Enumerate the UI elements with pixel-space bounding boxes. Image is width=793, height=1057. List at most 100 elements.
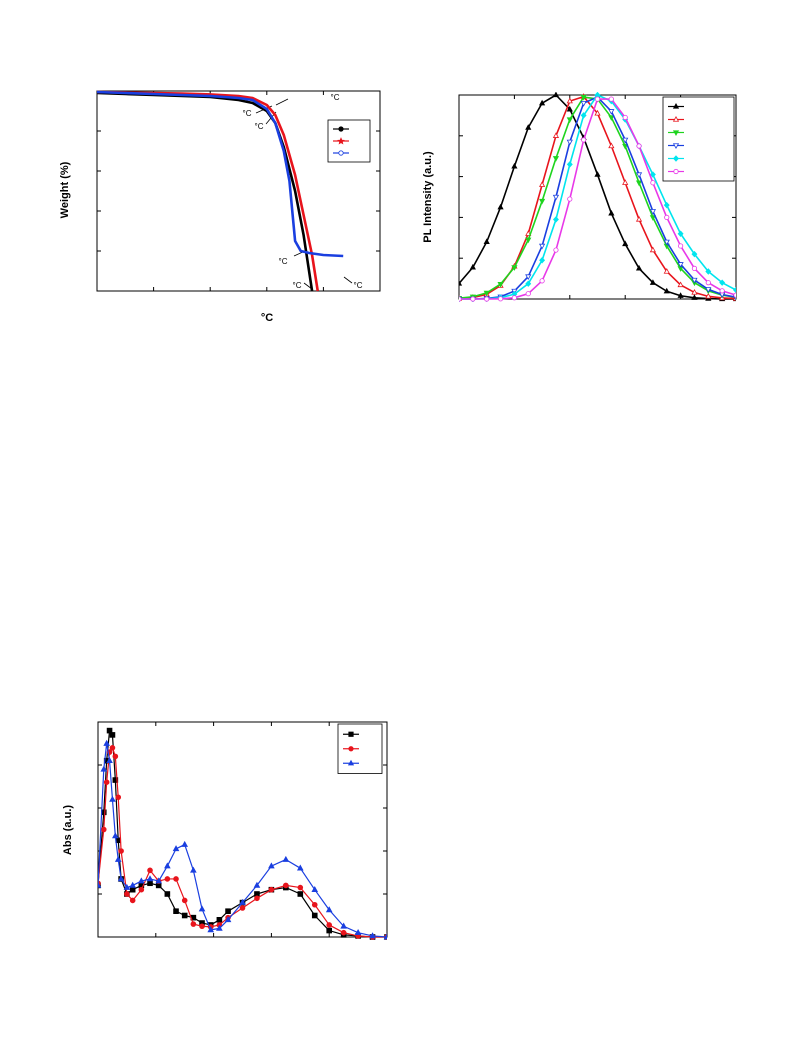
plot-area xyxy=(459,92,736,302)
y-axis-label: Abs (a.u.) xyxy=(62,805,74,855)
marker xyxy=(283,882,289,889)
marker xyxy=(340,922,347,929)
series-line xyxy=(97,90,344,258)
marker xyxy=(173,876,179,882)
marker xyxy=(109,795,116,802)
marker xyxy=(705,268,712,275)
marker xyxy=(622,179,629,185)
marker xyxy=(539,278,545,284)
marker xyxy=(705,280,711,286)
marker xyxy=(326,922,333,928)
marker xyxy=(677,230,684,237)
marker xyxy=(164,891,171,897)
marker xyxy=(297,884,304,891)
marker xyxy=(124,891,130,897)
marker xyxy=(649,209,656,215)
marker xyxy=(566,105,573,112)
marker xyxy=(691,277,698,284)
marker xyxy=(296,864,304,871)
marker xyxy=(672,143,680,149)
plot-area xyxy=(98,727,387,940)
marker xyxy=(552,92,560,98)
marker xyxy=(552,216,559,223)
marker xyxy=(691,250,698,258)
marker xyxy=(539,181,546,187)
marker xyxy=(622,114,628,121)
marker xyxy=(525,124,532,130)
marker xyxy=(622,143,629,150)
marker xyxy=(622,240,629,247)
y-axis-label: Weight (%) xyxy=(59,161,71,218)
x-axis-label: °C xyxy=(261,312,273,324)
marker xyxy=(338,126,344,132)
marker xyxy=(649,171,656,178)
marker xyxy=(673,155,679,162)
marker xyxy=(483,290,490,297)
marker xyxy=(677,262,684,268)
marker xyxy=(348,731,354,737)
series-line xyxy=(98,730,387,938)
marker xyxy=(198,905,206,912)
marker xyxy=(539,198,546,205)
marker xyxy=(566,161,573,168)
marker xyxy=(338,150,344,156)
marker xyxy=(103,779,110,785)
marker xyxy=(525,291,531,297)
marker xyxy=(539,99,546,106)
marker xyxy=(484,296,490,302)
marker xyxy=(691,265,698,271)
marker xyxy=(691,294,698,300)
marker xyxy=(663,267,670,274)
marker xyxy=(112,753,119,760)
marker xyxy=(566,139,573,146)
marker xyxy=(138,877,145,884)
marker xyxy=(649,279,656,285)
marker xyxy=(369,932,376,939)
marker xyxy=(553,247,559,253)
marker xyxy=(649,215,656,221)
marker xyxy=(719,288,725,294)
marker xyxy=(539,257,546,264)
marker xyxy=(705,292,712,299)
annotation: °C xyxy=(279,257,288,266)
marker xyxy=(663,239,670,246)
marker xyxy=(459,296,462,302)
marker xyxy=(348,746,354,752)
series-line xyxy=(98,742,387,938)
marker xyxy=(239,898,246,905)
marker xyxy=(677,281,684,288)
annotation: °C xyxy=(331,93,340,102)
marker xyxy=(566,97,573,104)
marker xyxy=(608,142,615,149)
marker xyxy=(347,759,355,766)
marker xyxy=(497,296,504,302)
marker xyxy=(268,862,275,869)
marker xyxy=(282,855,290,862)
marker xyxy=(146,875,154,882)
marker xyxy=(608,115,615,121)
marker xyxy=(552,194,560,201)
marker xyxy=(181,912,188,919)
marker xyxy=(525,274,532,281)
marker xyxy=(459,280,463,286)
marker xyxy=(567,196,573,202)
marker xyxy=(311,901,318,908)
marker xyxy=(173,908,179,914)
marker xyxy=(311,912,318,919)
marker xyxy=(123,883,131,890)
marker xyxy=(663,287,670,294)
marker xyxy=(118,848,124,854)
marker xyxy=(635,172,643,179)
marker xyxy=(733,286,736,294)
marker xyxy=(677,243,684,249)
marker xyxy=(112,777,119,783)
marker xyxy=(181,897,188,904)
plot-frame xyxy=(96,90,381,292)
marker xyxy=(106,756,113,764)
marker xyxy=(109,744,116,751)
marker xyxy=(224,916,232,923)
marker xyxy=(608,209,615,216)
marker xyxy=(199,923,205,930)
marker xyxy=(691,289,698,295)
